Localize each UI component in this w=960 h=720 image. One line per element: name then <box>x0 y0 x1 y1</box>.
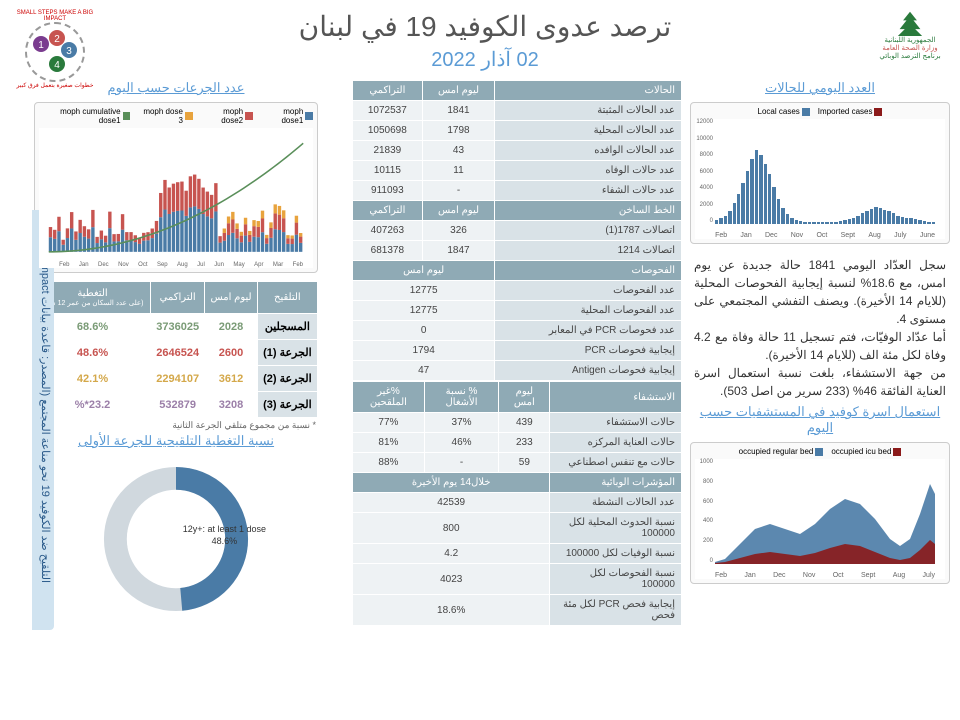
daily-cases-title: العدد اليومي للحالات <box>690 80 950 96</box>
legend-imported: Imported cases <box>818 107 873 116</box>
doses-chart: moph dose1moph dose2moph dose 3moph cumu… <box>34 102 318 273</box>
main-data-table: الحالاتليوم امسالتراكمي عدد الحالات المث… <box>352 80 682 381</box>
page-date: 02 آذار 2022 <box>100 47 870 72</box>
donut-label: 12y+: at least 1 dose48.6% <box>183 524 266 547</box>
beds-title: استعمال اسرة كوفيد في المستشفيات حسب الي… <box>690 404 950 436</box>
th-cases: الحالات <box>495 81 682 101</box>
legend-reg: occupied regular bed <box>739 447 814 456</box>
th-yesterday: ليوم امس <box>422 81 495 101</box>
beds-chart: occupied icu bed occupied regular bed 10… <box>690 442 950 584</box>
svg-text:1: 1 <box>38 40 44 51</box>
logo-text-1: الجمهورية اللبنانية <box>884 36 935 44</box>
svg-text:2: 2 <box>54 34 60 45</box>
svg-text:3: 3 <box>66 46 72 57</box>
th-tests: الفحوصات <box>495 261 682 281</box>
vax-note: * نسبة من مجموع متلقي الجرعة الثانية <box>34 418 318 433</box>
logo-ministry: الجمهورية اللبنانية وزارة الصحة العامة ب… <box>870 10 950 60</box>
logo-text-3: برنامج الترصد الوبائي <box>879 52 940 60</box>
narrative-text: سجل العدّاد اليومي 1841 حالة جديدة عن يو… <box>690 252 950 404</box>
logo-campaign: SMALL STEPS MAKE A BIG IMPACT 1 2 3 4 خط… <box>10 10 100 70</box>
logo-text-2: وزارة الصحة العامة <box>882 44 937 52</box>
sidebar-tab: التلقيح ضد الكوفيد 19 نحو مناعة المجتمع … <box>32 210 54 630</box>
vax-h1: التلقيح <box>257 282 317 314</box>
header: الجمهورية اللبنانية وزارة الصحة العامة ب… <box>10 10 950 72</box>
doses-title: عدد الجرعات حسب اليوم <box>34 80 318 96</box>
hosp-table: الاستشفاءليوم امس% نسبة الأشغال%غير المل… <box>352 381 682 626</box>
legend-local: Local cases <box>758 107 800 116</box>
vaccination-table: التلقيح ليوم امس التراكمي التغطية(على عد… <box>34 281 318 418</box>
page-title: ترصد عدوى الكوفيد 19 في لبنان <box>100 10 870 43</box>
legend-icu: occupied icu bed <box>831 447 891 456</box>
coverage-donut: 12y+: at least 1 dose48.6% <box>96 459 256 619</box>
th-hosp: الاستشفاء <box>550 382 682 413</box>
campaign-text-top: SMALL STEPS MAKE A BIG IMPACT <box>10 10 100 22</box>
title-block: ترصد عدوى الكوفيد 19 في لبنان 02 آذار 20… <box>100 10 870 72</box>
vax-h3: التراكمي <box>151 282 205 314</box>
th-hotline: الخط الساخن <box>495 201 682 221</box>
vax-h2: ليوم امس <box>205 282 257 314</box>
daily-cases-chart: Imported cases Local cases 1200010000800… <box>690 102 950 244</box>
th-epi: المؤشرات الوبائية <box>550 473 682 493</box>
donut-title: نسبة التغطية التلقيحية للجرعة الأولى <box>34 433 318 449</box>
th-cumulative: التراكمي <box>353 81 423 101</box>
svg-text:4: 4 <box>54 60 60 71</box>
